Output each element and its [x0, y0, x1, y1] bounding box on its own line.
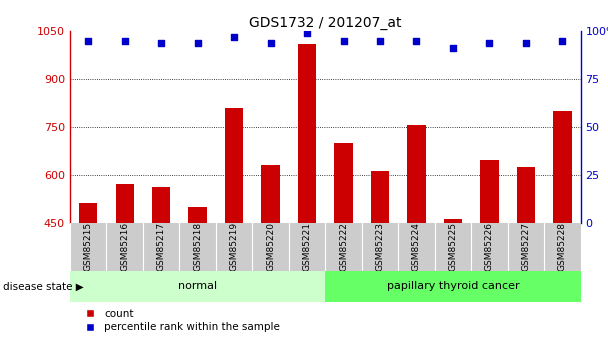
Text: disease state ▶: disease state ▶ — [3, 282, 84, 291]
Point — [193, 40, 202, 45]
Point — [302, 30, 312, 36]
Text: GSM85225: GSM85225 — [449, 222, 457, 271]
Title: GDS1732 / 201207_at: GDS1732 / 201207_at — [249, 16, 401, 30]
Bar — [79, 203, 97, 345]
Text: GSM85224: GSM85224 — [412, 222, 421, 271]
Text: normal: normal — [178, 282, 217, 291]
Bar — [407, 125, 426, 345]
Point — [485, 40, 494, 45]
Point — [339, 38, 348, 43]
Point — [83, 38, 93, 43]
Bar — [334, 143, 353, 345]
Bar — [480, 160, 499, 345]
Text: GSM85220: GSM85220 — [266, 222, 275, 271]
Legend: count, percentile rank within the sample: count, percentile rank within the sample — [75, 305, 285, 336]
Bar — [70, 271, 325, 302]
Bar — [371, 171, 389, 345]
Text: GSM85215: GSM85215 — [84, 222, 92, 271]
Text: GSM85218: GSM85218 — [193, 222, 202, 271]
Text: papillary thyroid cancer: papillary thyroid cancer — [387, 282, 519, 291]
Point — [266, 40, 275, 45]
Text: GSM85227: GSM85227 — [522, 222, 530, 271]
Point — [375, 38, 385, 43]
Bar — [116, 184, 134, 345]
Bar — [152, 187, 170, 345]
Point — [229, 34, 239, 40]
Bar — [325, 271, 581, 302]
Text: GSM85216: GSM85216 — [120, 222, 129, 271]
Bar — [444, 219, 462, 345]
Text: GSM85223: GSM85223 — [376, 222, 384, 271]
Text: GSM85222: GSM85222 — [339, 222, 348, 271]
Bar — [517, 167, 535, 345]
Bar — [298, 44, 316, 345]
Bar — [261, 165, 280, 345]
Bar — [188, 207, 207, 345]
Bar — [553, 111, 572, 345]
Point — [521, 40, 531, 45]
Point — [120, 38, 130, 43]
Text: GSM85221: GSM85221 — [303, 222, 311, 271]
Point — [448, 46, 458, 51]
Point — [412, 38, 421, 43]
Text: GSM85217: GSM85217 — [157, 222, 165, 271]
Point — [156, 40, 166, 45]
Bar — [225, 108, 243, 345]
Text: GSM85226: GSM85226 — [485, 222, 494, 271]
Text: GSM85219: GSM85219 — [230, 222, 238, 271]
Point — [558, 38, 567, 43]
Text: GSM85228: GSM85228 — [558, 222, 567, 271]
